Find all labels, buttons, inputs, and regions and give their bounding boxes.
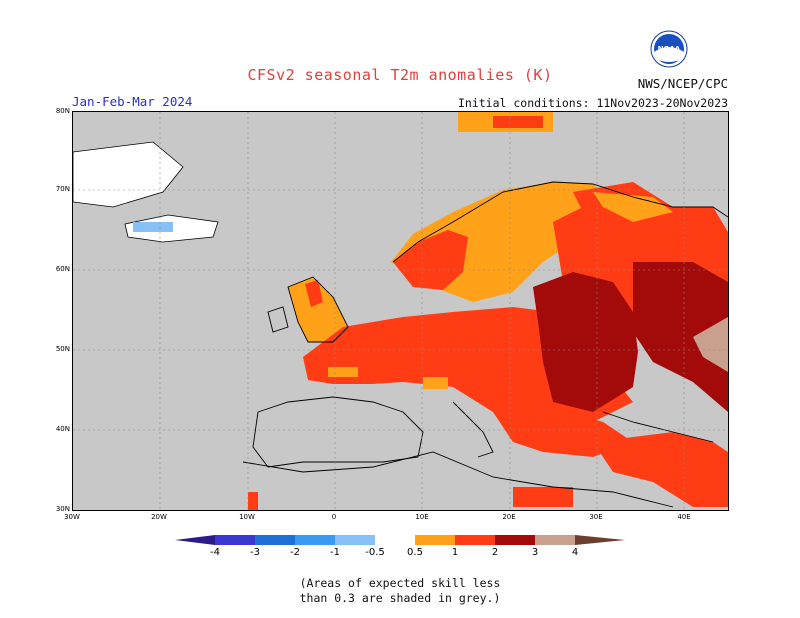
noaa-logo: NOAA <box>650 30 688 68</box>
lon-label: 30W <box>64 513 80 521</box>
legend-swatch <box>455 535 495 545</box>
legend-swatch <box>535 535 575 545</box>
legend-swatch <box>295 535 335 545</box>
uk-red <box>305 280 323 307</box>
kola-orange <box>593 192 673 222</box>
legend-arrow-right <box>575 535 625 545</box>
eastern-europe-darkred <box>533 272 638 412</box>
turkey-red <box>593 432 728 507</box>
lon-label: 0 <box>331 513 337 521</box>
skill-note: (Areas of expected skill less than 0.3 a… <box>0 576 800 606</box>
scandinavia-red <box>393 230 468 290</box>
lon-label: 20E <box>502 513 516 521</box>
russia-east-darkred <box>633 262 728 412</box>
legend-swatch <box>335 535 375 545</box>
legend-label: -2 <box>290 547 300 558</box>
lon-label: 10E <box>415 513 429 521</box>
svg-text:NOAA: NOAA <box>658 45 681 53</box>
africa-coast-red <box>513 487 573 507</box>
lon-label: 30E <box>589 513 603 521</box>
legend-label: 0.5 <box>407 547 423 558</box>
legend-label: 1 <box>451 547 459 558</box>
legend-label: -0.5 <box>365 547 385 558</box>
lat-label: 30N <box>55 505 70 513</box>
color-legend <box>175 535 625 545</box>
lat-label: 70N <box>55 185 70 193</box>
lat-label: 60N <box>55 265 70 273</box>
anomaly-map <box>72 111 729 511</box>
uk-orange <box>288 277 348 342</box>
lat-label: 50N <box>55 345 70 353</box>
france-orange-patch <box>328 367 358 377</box>
north-coast-red <box>493 116 543 128</box>
lat-label: 80N <box>55 107 70 115</box>
lon-label: 20W <box>151 513 167 521</box>
legend-label: -4 <box>210 547 220 558</box>
east-beige <box>693 317 728 372</box>
legend-label: -1 <box>330 547 340 558</box>
legend-label: -3 <box>250 547 260 558</box>
skill-note-line1: (Areas of expected skill less <box>299 576 501 590</box>
iceland-cool-patch <box>133 222 173 232</box>
lon-label: 10W <box>239 513 255 521</box>
chart-title: CFSv2 seasonal T2m anomalies (K) <box>247 66 553 84</box>
atlantic-red <box>248 492 258 510</box>
coastlines <box>242 181 728 508</box>
skill-note-line2: than 0.3 are shaded in grey.) <box>299 591 501 605</box>
agency-label: NWS/NCEP/CPC <box>637 76 728 91</box>
map-canvas <box>73 112 728 510</box>
legend-label: 3 <box>531 547 539 558</box>
legend-swatch <box>415 535 455 545</box>
legend-swatch <box>495 535 535 545</box>
balkan-orange-patch <box>423 377 448 389</box>
initial-conditions-label: Initial conditions: 11Nov2023-20Nov2023 <box>457 96 728 110</box>
legend-swatch <box>375 535 415 545</box>
legend-swatch <box>215 535 255 545</box>
graticule <box>73 112 728 510</box>
legend-label: 2 <box>491 547 499 558</box>
legend-swatch <box>255 535 295 545</box>
legend-label: 4 <box>571 547 579 558</box>
season-label: Jan-Feb-Mar 2024 <box>72 94 193 109</box>
lat-label: 40N <box>55 425 70 433</box>
lon-label: 40E <box>677 513 691 521</box>
greenland-land <box>73 141 184 208</box>
legend-arrow-left <box>175 535 215 545</box>
